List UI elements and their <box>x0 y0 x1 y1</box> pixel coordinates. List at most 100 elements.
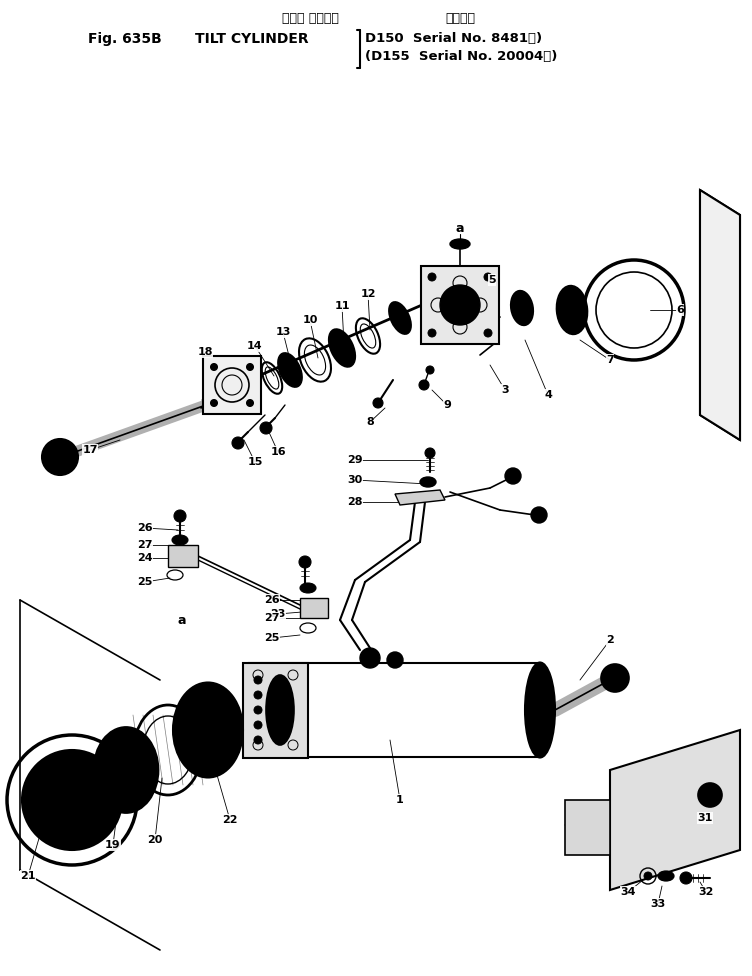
Text: TILT CYLINDER: TILT CYLINDER <box>195 32 308 46</box>
Circle shape <box>484 329 492 337</box>
Circle shape <box>247 399 253 406</box>
Circle shape <box>440 285 480 325</box>
Text: 24: 24 <box>137 553 153 563</box>
Circle shape <box>425 448 435 458</box>
Circle shape <box>247 363 253 371</box>
Circle shape <box>360 648 380 668</box>
Text: 2: 2 <box>606 635 614 645</box>
Ellipse shape <box>173 682 243 778</box>
Text: 16: 16 <box>270 447 286 457</box>
Text: Fig. 635B: Fig. 635B <box>88 32 162 46</box>
Circle shape <box>680 872 692 884</box>
Text: a: a <box>177 614 186 627</box>
Text: 7: 7 <box>606 355 614 365</box>
Text: 26: 26 <box>137 523 153 533</box>
Text: 適用号機: 適用号機 <box>445 12 475 25</box>
Bar <box>203 356 261 414</box>
Ellipse shape <box>184 696 232 764</box>
Text: 32: 32 <box>699 887 714 897</box>
Circle shape <box>531 507 547 523</box>
Text: D150  Serial No. 8481～): D150 Serial No. 8481～) <box>365 32 542 45</box>
Circle shape <box>260 422 272 434</box>
Polygon shape <box>395 490 445 505</box>
Bar <box>168 545 198 567</box>
Circle shape <box>254 721 262 729</box>
Ellipse shape <box>420 477 436 487</box>
Text: 18: 18 <box>197 347 213 357</box>
Text: 34: 34 <box>620 887 635 897</box>
Text: 11: 11 <box>334 301 350 311</box>
Text: 9: 9 <box>443 400 451 410</box>
Text: 27: 27 <box>138 540 153 550</box>
Text: 14: 14 <box>247 341 262 351</box>
Ellipse shape <box>450 239 470 249</box>
Ellipse shape <box>658 871 674 881</box>
Text: 6: 6 <box>676 305 684 315</box>
Circle shape <box>419 380 429 390</box>
Circle shape <box>232 437 244 449</box>
Ellipse shape <box>94 727 158 812</box>
Text: 4: 4 <box>544 390 552 400</box>
Circle shape <box>254 706 262 714</box>
Circle shape <box>254 691 262 699</box>
Circle shape <box>484 273 492 281</box>
Text: 22: 22 <box>223 815 238 825</box>
Circle shape <box>428 273 436 281</box>
Circle shape <box>424 478 432 486</box>
Circle shape <box>704 789 716 801</box>
Bar <box>243 663 308 758</box>
Text: 19: 19 <box>105 840 121 850</box>
Ellipse shape <box>271 685 289 735</box>
Circle shape <box>254 736 262 744</box>
Text: 17: 17 <box>82 445 98 455</box>
Circle shape <box>428 329 436 337</box>
Ellipse shape <box>278 353 302 386</box>
Text: 26: 26 <box>264 595 280 605</box>
Circle shape <box>698 783 722 807</box>
Circle shape <box>387 652 403 668</box>
Ellipse shape <box>266 675 294 745</box>
Circle shape <box>211 399 217 406</box>
Ellipse shape <box>283 359 298 382</box>
Circle shape <box>22 750 122 850</box>
Circle shape <box>505 468 521 484</box>
Bar <box>565 800 610 855</box>
Ellipse shape <box>172 535 188 545</box>
Circle shape <box>644 872 652 880</box>
Text: 33: 33 <box>650 899 666 909</box>
Bar <box>300 598 328 618</box>
Text: 21: 21 <box>20 871 36 881</box>
Circle shape <box>426 366 434 374</box>
Text: 8: 8 <box>366 417 374 427</box>
Circle shape <box>601 664 629 692</box>
Circle shape <box>448 293 472 317</box>
Circle shape <box>254 676 262 684</box>
Text: 13: 13 <box>275 327 291 337</box>
Polygon shape <box>610 730 740 890</box>
Text: 25: 25 <box>138 577 153 587</box>
Text: (D155  Serial No. 20004～): (D155 Serial No. 20004～) <box>365 50 557 63</box>
Text: 27: 27 <box>264 613 280 623</box>
Text: 31: 31 <box>697 813 713 823</box>
Text: a: a <box>456 222 464 234</box>
Circle shape <box>49 446 71 468</box>
Ellipse shape <box>557 286 587 334</box>
Ellipse shape <box>300 583 316 593</box>
Circle shape <box>373 398 383 408</box>
Text: 23: 23 <box>270 609 286 619</box>
Bar <box>421 266 499 344</box>
Ellipse shape <box>105 741 147 799</box>
Circle shape <box>211 363 217 371</box>
Circle shape <box>42 439 78 475</box>
Text: チルト シリンダ: チルト シリンダ <box>281 12 338 25</box>
Text: 15: 15 <box>247 457 262 467</box>
Ellipse shape <box>329 329 355 367</box>
Polygon shape <box>700 190 740 440</box>
Text: 29: 29 <box>347 455 362 465</box>
Text: 5: 5 <box>488 275 496 285</box>
Ellipse shape <box>393 307 407 328</box>
Ellipse shape <box>334 336 350 360</box>
Circle shape <box>608 671 622 685</box>
Text: 30: 30 <box>347 475 362 485</box>
Circle shape <box>52 780 92 820</box>
